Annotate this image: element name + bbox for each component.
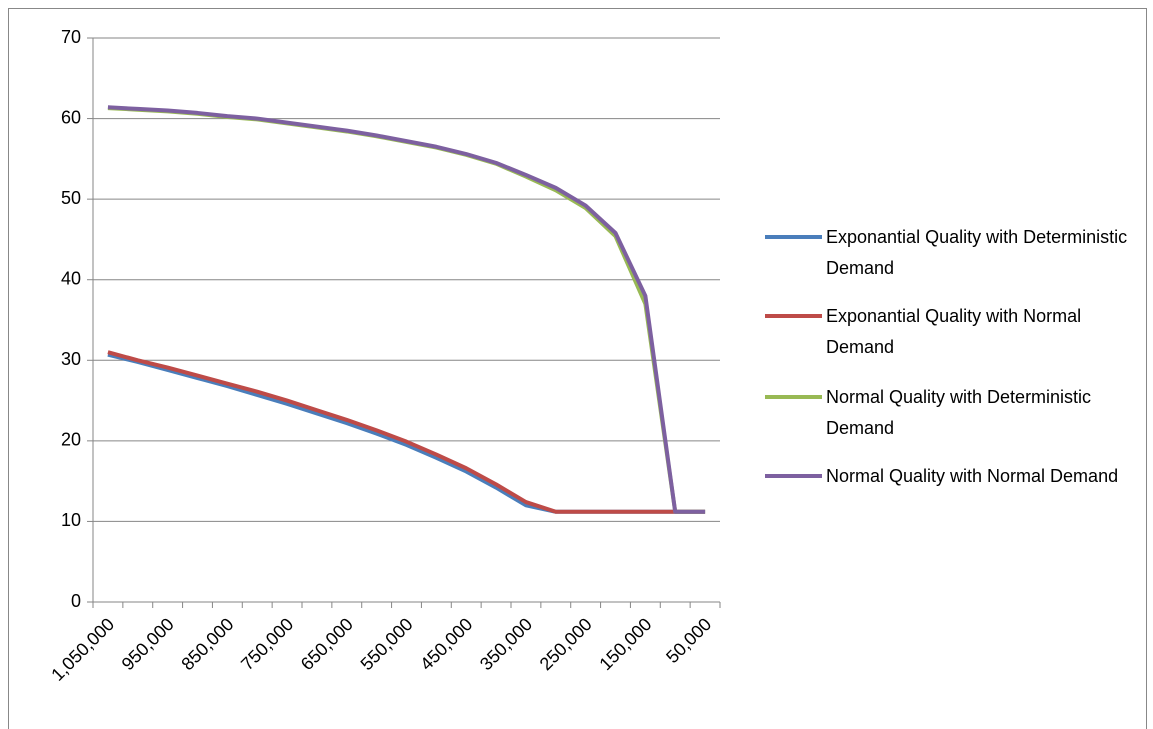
y-tick-label: 70 <box>61 27 81 47</box>
y-tick-label: 20 <box>61 430 81 450</box>
x-tick-label: 150,000 <box>595 614 655 674</box>
legend-label: Exponantial Quality with Deterministic D… <box>826 227 1128 278</box>
x-tick-label: 50,000 <box>662 614 715 667</box>
y-tick-label: 30 <box>61 349 81 369</box>
series-line <box>107 106 706 514</box>
x-tick-label: 550,000 <box>357 614 417 674</box>
x-tick-label: 750,000 <box>237 614 297 674</box>
x-tick-label: 950,000 <box>118 614 178 674</box>
y-tick-label: 10 <box>61 510 81 530</box>
x-tick-label: 450,000 <box>416 614 476 674</box>
chart-border <box>8 8 1147 729</box>
series-line <box>107 352 706 514</box>
y-tick-label: 60 <box>61 107 81 127</box>
legend-label: Normal Quality with Normal Demand <box>826 466 1119 486</box>
y-tick-label: 0 <box>71 591 81 611</box>
x-tick-label: 850,000 <box>177 614 237 674</box>
series-line <box>107 350 706 514</box>
x-tick-label: 1,050,000 <box>47 614 118 685</box>
legend-label: Exponantial Quality with Normal Demand <box>826 306 1082 357</box>
y-tick-label: 50 <box>61 188 81 208</box>
series-line <box>107 105 706 514</box>
legend-label: Normal Quality with Deterministic Demand <box>826 387 1092 438</box>
x-tick-label: 650,000 <box>297 614 357 674</box>
x-tick-label: 250,000 <box>536 614 596 674</box>
x-tick-label: 350,000 <box>476 614 536 674</box>
y-tick-label: 40 <box>61 268 81 288</box>
